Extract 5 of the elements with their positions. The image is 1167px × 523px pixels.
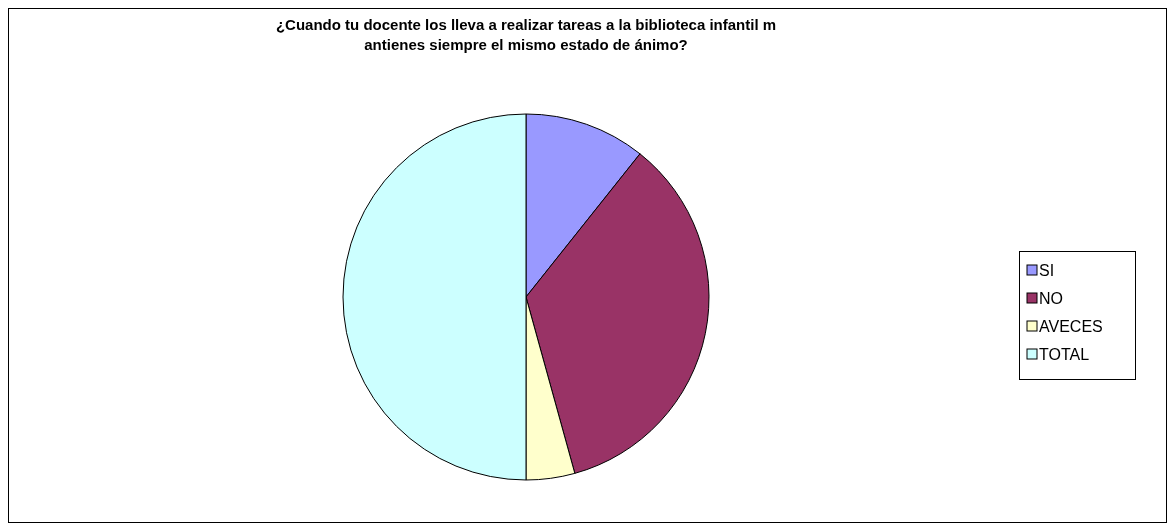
legend-label: TOTAL bbox=[1039, 346, 1090, 363]
chart-title: ¿Cuando tu docente los lleva a realizar tareas a la biblioteca infantil m antienes siempre el mismo estado de ánimo? bbox=[275, 16, 777, 53]
legend-label: NO bbox=[1039, 290, 1063, 307]
legend-label: AVECES bbox=[1039, 318, 1103, 335]
legend-label: SI bbox=[1039, 262, 1055, 279]
